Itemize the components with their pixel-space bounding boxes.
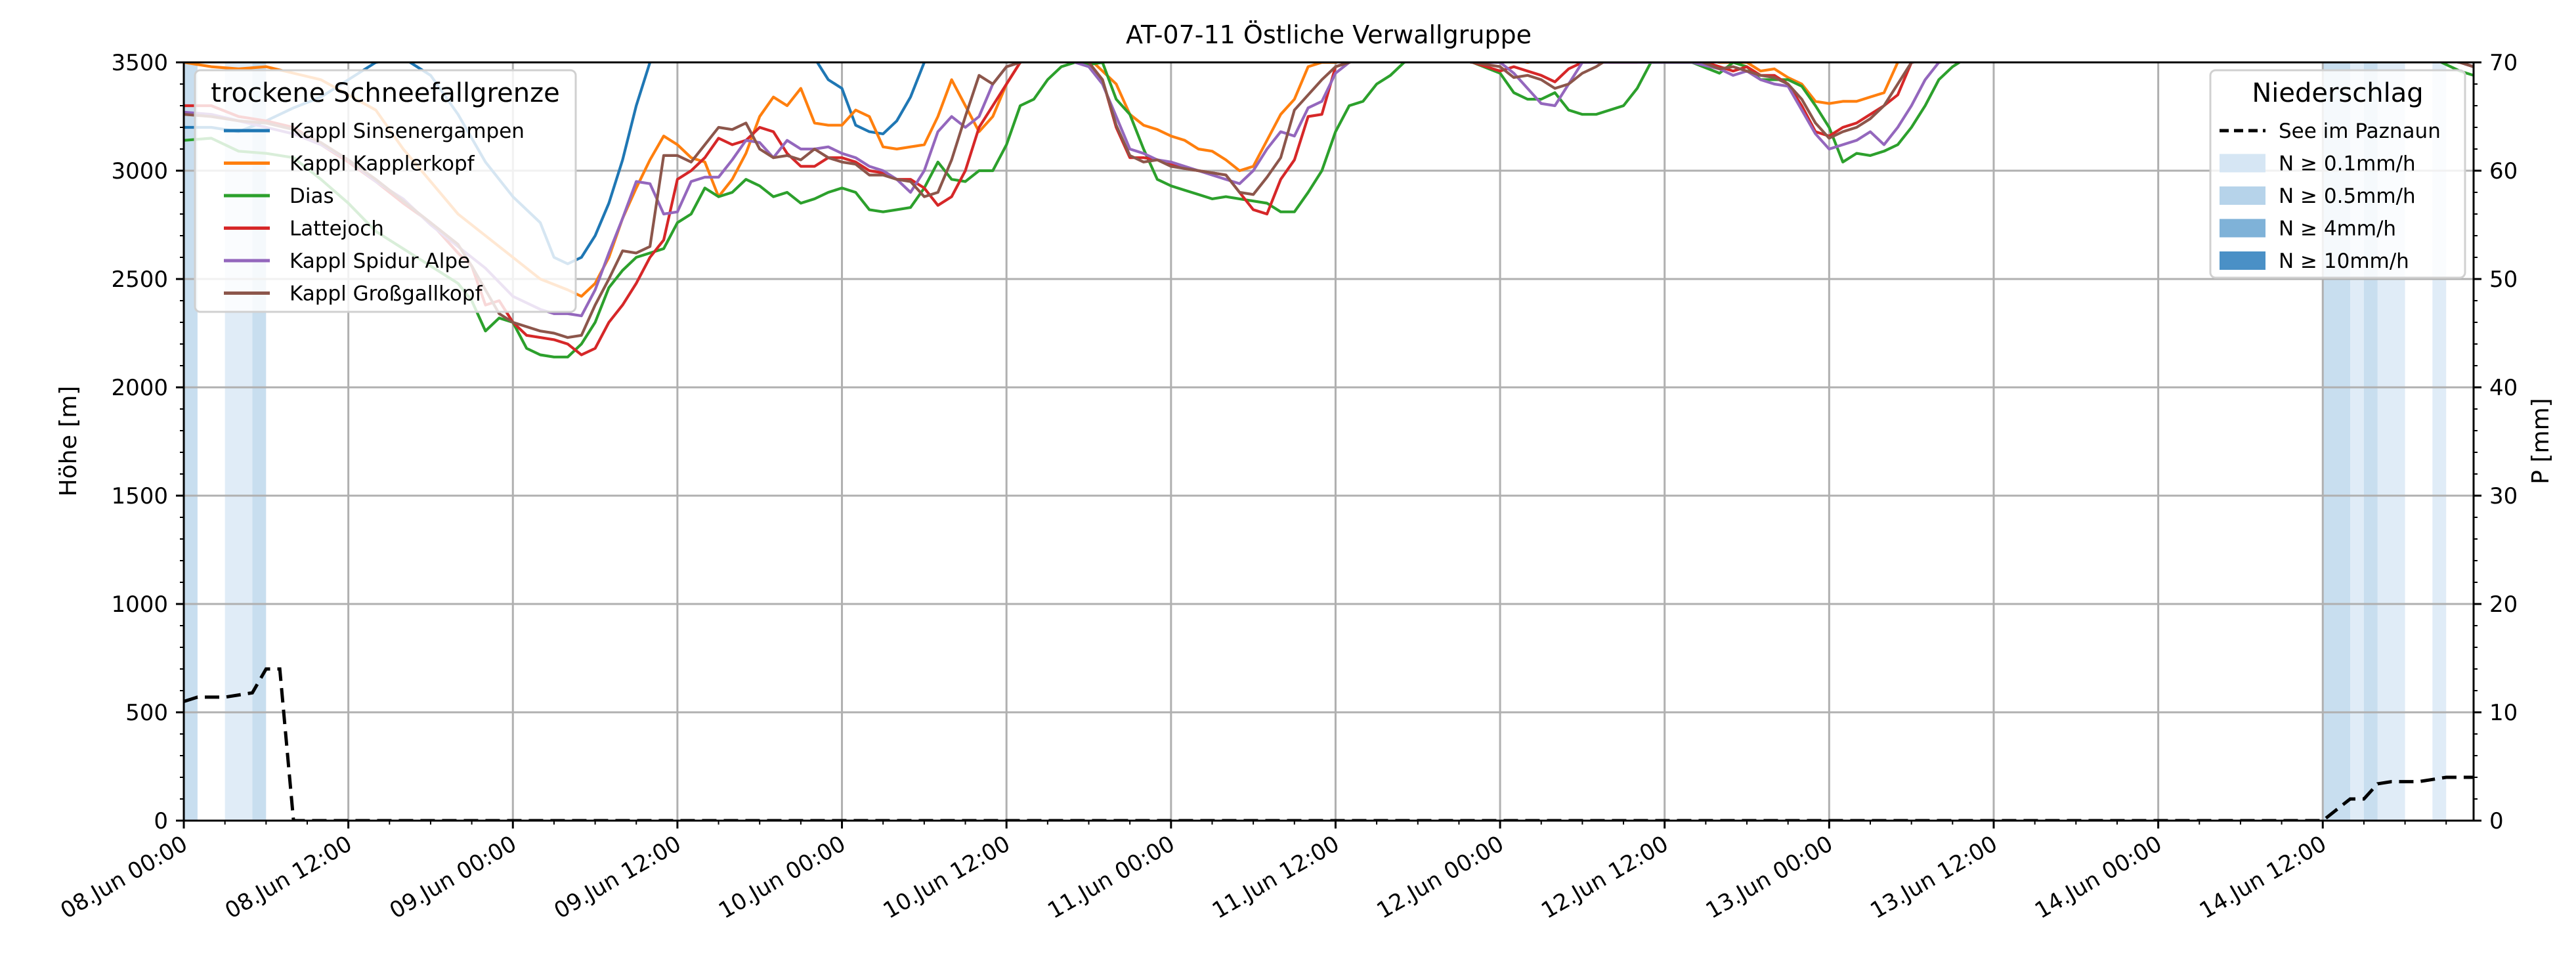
- legend-band-entry: N ≥ 4mm/h: [2279, 217, 2396, 241]
- series-line: [184, 62, 2474, 339]
- legend-band-entry: N ≥ 10mm/h: [2279, 249, 2409, 273]
- legend-band-swatch: [2220, 251, 2265, 270]
- y-tick-label: 0: [154, 808, 168, 834]
- legend-precip-title: Niederschlag: [2252, 78, 2423, 108]
- y-tick-label: 500: [125, 700, 168, 726]
- precip-layer: [184, 667, 2474, 821]
- y2-tick-label: 30: [2489, 483, 2518, 509]
- legend-snowfall: trockene Schneefallgrenze Kappl Sinsenerg…: [194, 69, 577, 313]
- legend-snow-entry: Kappl Sinsenergampen: [290, 119, 525, 143]
- legend-snow-entry: Lattejoch: [290, 217, 384, 241]
- legend-precip-entry: See im Paznaun: [2279, 119, 2441, 143]
- legend-band-swatch: [2220, 219, 2265, 238]
- y2-axis-label: P [mm]: [2527, 398, 2554, 484]
- y-tick-label: 1500: [111, 483, 168, 509]
- y2-tick-label: 50: [2489, 267, 2518, 293]
- legend-precipitation: Niederschlag See im Paznaun N ≥ 0.1mm/h N ≥…: [2209, 69, 2466, 279]
- legend-band-swatch: [2220, 186, 2265, 205]
- precip-line: [184, 667, 2474, 821]
- legend-snow-entry: Dias: [290, 184, 334, 208]
- legend-snow-entry: Kappl Spidur Alpe: [290, 249, 470, 273]
- legend-precip-frame: [2209, 69, 2466, 279]
- legend-snow-title: trockene Schneefallgrenze: [211, 78, 559, 108]
- y2-tick-label: 60: [2489, 158, 2518, 184]
- y-tick-label: 2000: [111, 375, 168, 401]
- y2-tick-label: 20: [2489, 592, 2518, 618]
- legend-band-entry: N ≥ 0.1mm/h: [2279, 152, 2416, 176]
- chart-title: AT-07-11 Östliche Verwallgruppe: [1126, 20, 1532, 49]
- legend-snow-entry: Kappl Großgallkopf: [290, 282, 483, 306]
- series-line: [184, 62, 2474, 298]
- y-tick-label: 2500: [111, 267, 168, 293]
- series-layer: [184, 62, 2474, 358]
- legend-band-swatch: [2220, 154, 2265, 173]
- legend-band-entry: N ≥ 0.5mm/h: [2279, 184, 2416, 208]
- y-axis-label: Höhe [m]: [55, 386, 82, 497]
- series-line: [184, 62, 2474, 358]
- y-tick-label: 1000: [111, 592, 168, 618]
- legend-snow-entry: Kappl Kapplerkopf: [290, 152, 475, 176]
- legend-snow-frame: [194, 69, 577, 313]
- y-tick-label: 3500: [111, 50, 168, 76]
- y-tick-label: 3000: [111, 158, 168, 184]
- y2-tick-label: 70: [2489, 50, 2518, 76]
- y2-tick-label: 0: [2489, 808, 2504, 834]
- plot-frame: [182, 61, 2475, 822]
- y2-tick-label: 40: [2489, 375, 2518, 401]
- y2-tick-label: 10: [2489, 700, 2518, 726]
